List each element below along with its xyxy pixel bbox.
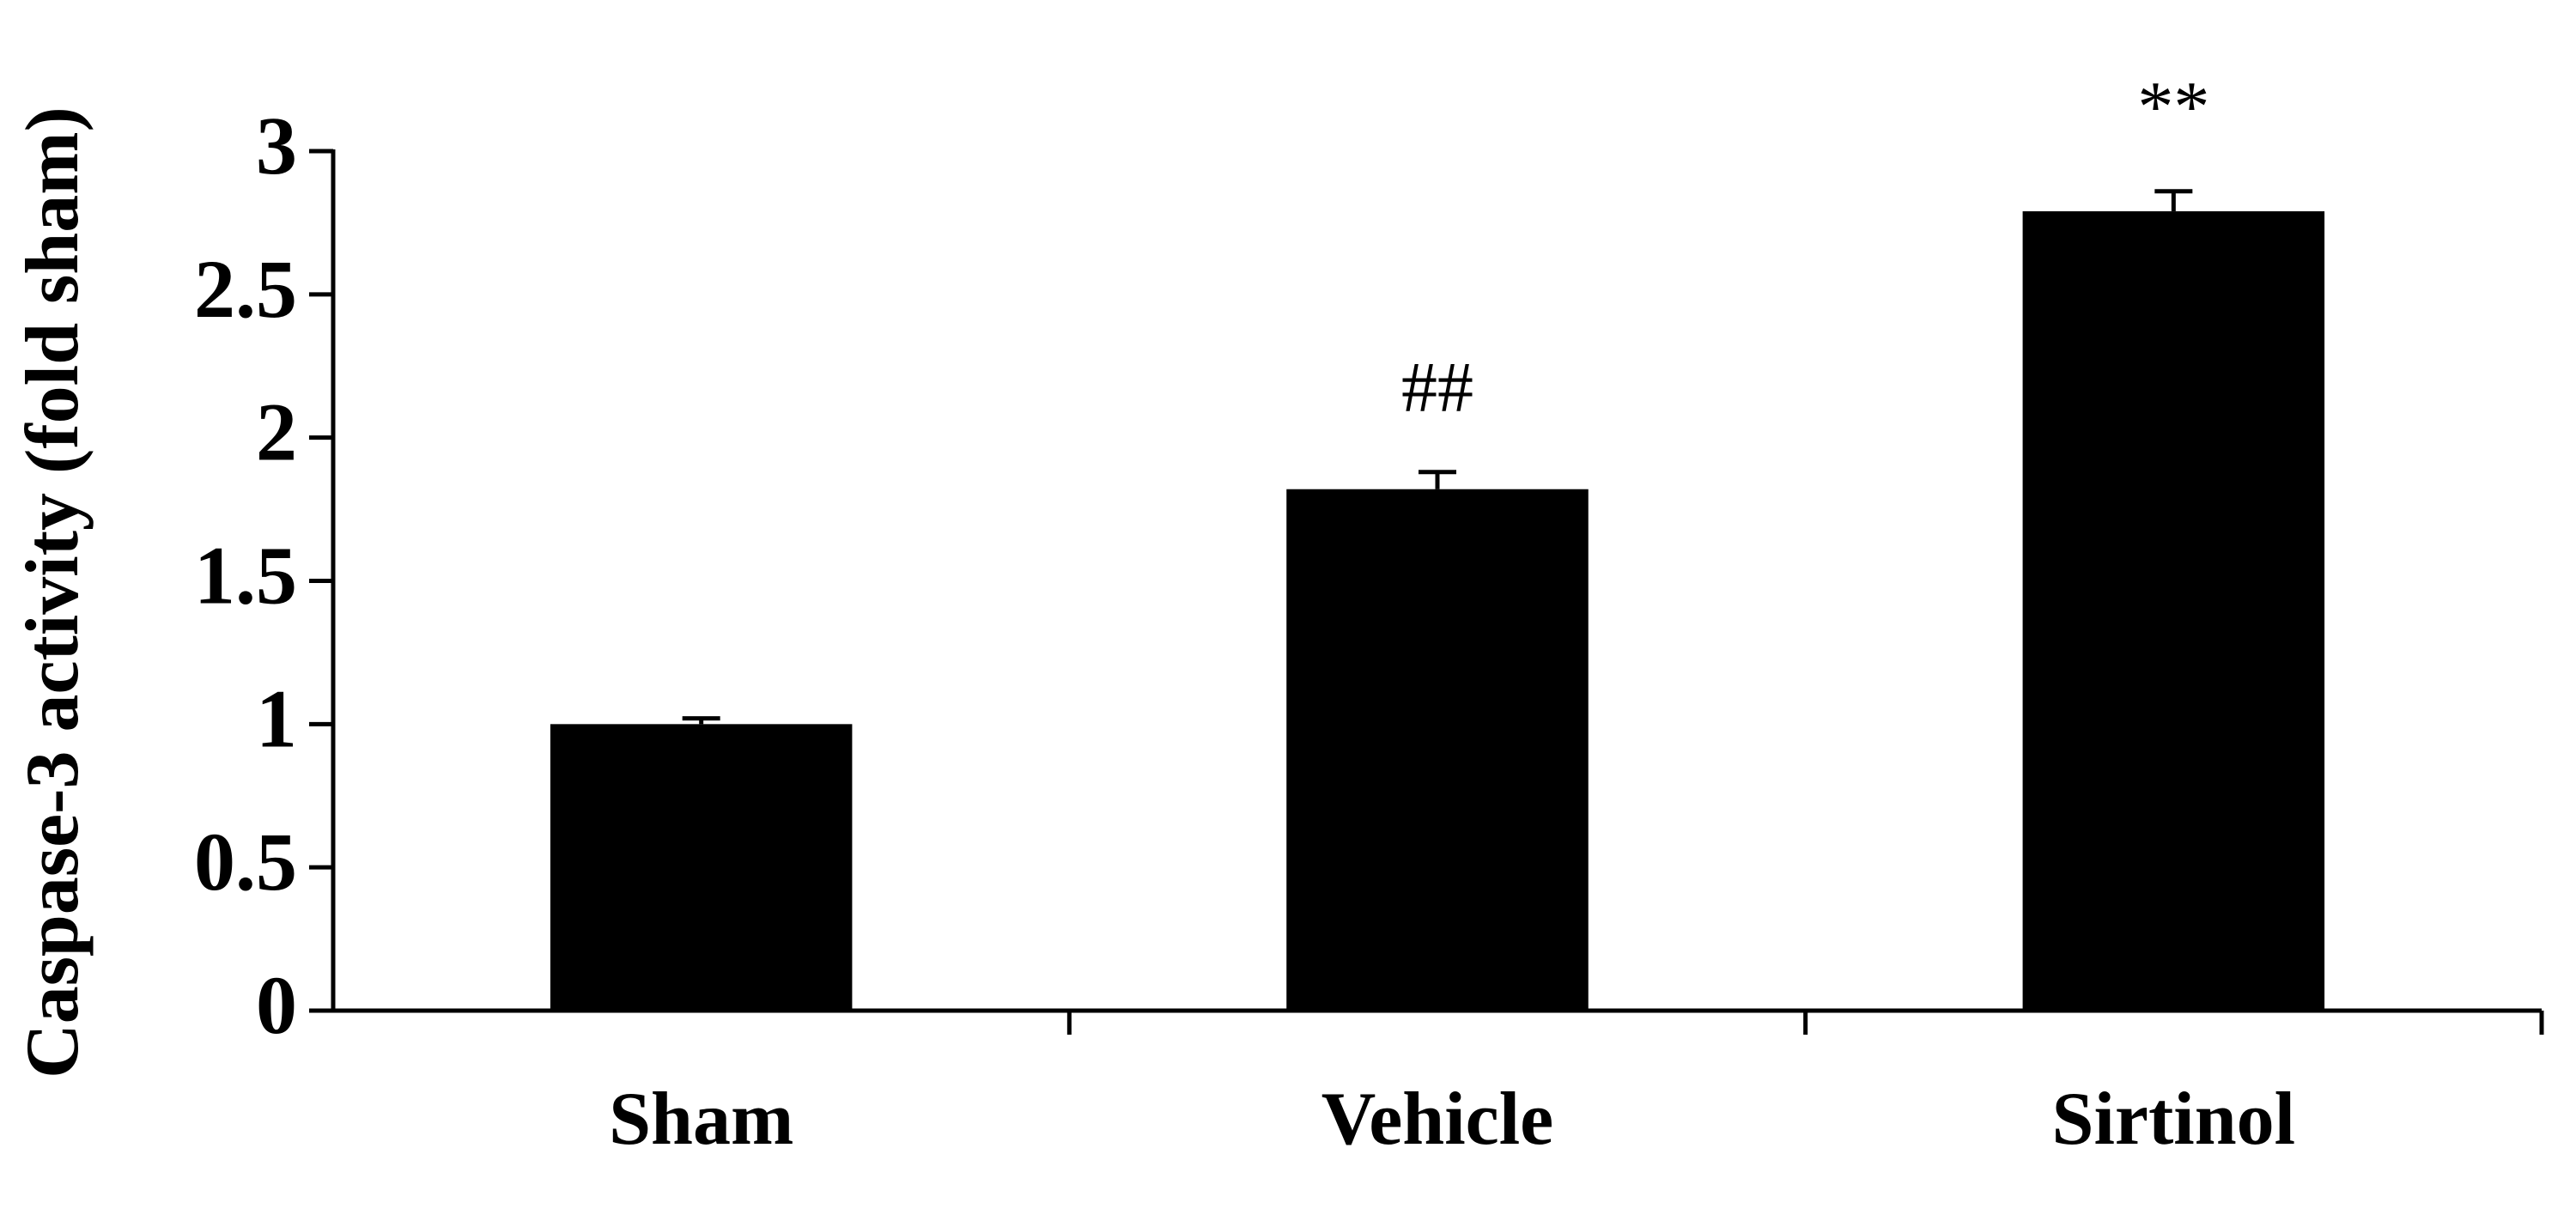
- bar: [550, 724, 853, 1011]
- bar: [2022, 211, 2325, 1011]
- y-tick-label: 1: [256, 672, 297, 764]
- y-tick-label: 2: [256, 386, 297, 478]
- y-tick-label: 0: [256, 959, 297, 1051]
- x-tick-label: Vehicle: [1321, 1078, 1554, 1161]
- bar: [1286, 489, 1589, 1011]
- y-tick-label: 0.5: [194, 816, 297, 908]
- y-axis-label: Caspase-3 activity (fold sham): [11, 106, 94, 1078]
- y-tick-label: 2.5: [194, 243, 297, 335]
- y-tick-label: 3: [256, 100, 297, 191]
- x-tick-label: Sirtinol: [2052, 1078, 2296, 1161]
- significance-label: ##: [1401, 348, 1473, 428]
- significance-label: **: [2137, 67, 2209, 147]
- y-tick-label: 1.5: [194, 530, 297, 622]
- x-tick-label: Sham: [609, 1078, 793, 1161]
